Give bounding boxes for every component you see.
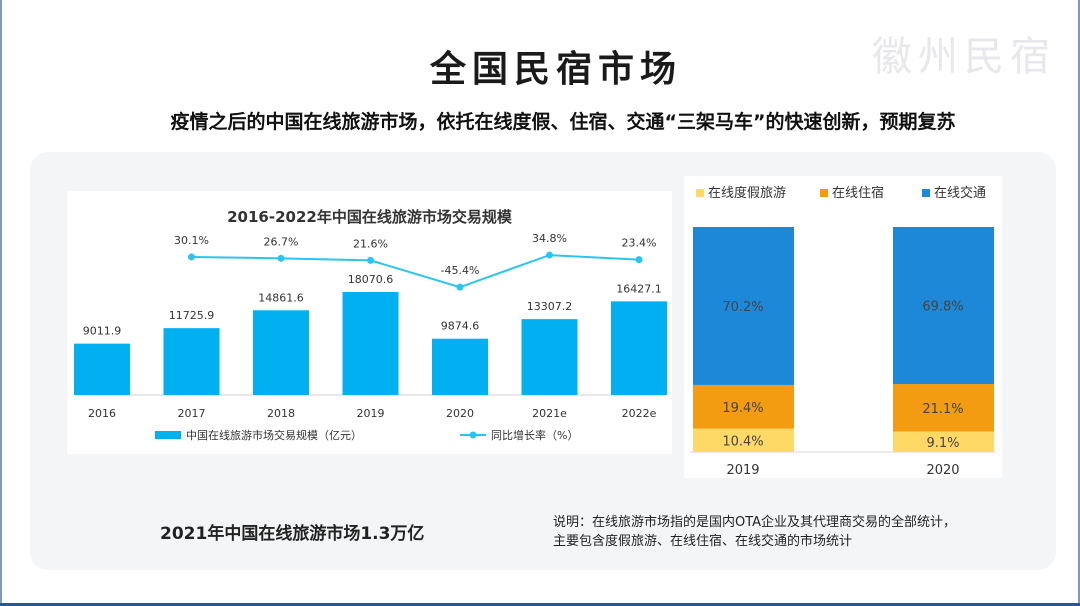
segment-share-chart: 在线度假旅游 在线住宿 在线交通 10.4% 19.4% 70.2% 2019 9.1% 21.… (690, 185, 996, 478)
conclusion-text: 2021年中国在线旅游市场1.3万亿 (160, 524, 425, 544)
growth-rate-line (191, 254, 640, 289)
watermark-text: 徽州民宿 (872, 34, 1056, 80)
bar-2019 (342, 291, 399, 395)
growth-label-2021e: 34.8% (532, 232, 567, 245)
legend-label-1: 在线住宿 (832, 185, 884, 201)
segment-label-2019-0: 10.4% (722, 434, 763, 449)
page-subtitle: 疫情之后的中国在线旅游市场，依托在线度假、住宿、交通“三架马车”的快速创新，预期… (170, 111, 956, 133)
bar-label-2019: 18070.6 (348, 273, 394, 286)
segment-label-2020-1: 21.1% (922, 402, 963, 417)
x-tick-label-2019: 2019 (726, 463, 759, 478)
segment-2019-2 (693, 227, 794, 385)
market-scale-chart-title: 2016-2022年中国在线旅游市场交易规模 (227, 208, 512, 226)
growth-label-2019: 21.6% (353, 237, 388, 250)
bar-label-2021e: 13307.2 (527, 300, 573, 313)
slide-border-left (0, 0, 2, 606)
growth-label-2017: 30.1% (174, 234, 209, 247)
growth-label-2018: 26.7% (264, 235, 299, 248)
bar-2016 (74, 343, 130, 395)
market-scale-chart-card: 2016-2022年中国在线旅游市场交易规模 9011.9 2016 11725.9… (67, 191, 672, 454)
x-tick-label-2018: 2018 (267, 407, 295, 420)
legend-label-0: 在线度假旅游 (708, 185, 786, 201)
legend-bar-swatch (155, 431, 181, 439)
bar-2018 (253, 310, 309, 395)
x-tick-label-2022e: 2022e (622, 407, 657, 420)
growth-label-2022e: 23.4% (622, 237, 657, 250)
slide-border-right (1078, 0, 1080, 606)
segment-share-chart-card: 在线度假旅游 在线住宿 在线交通 10.4% 19.4% 70.2% 2019 9.1% 21.… (684, 176, 1002, 478)
segment-label-2020-0: 9.1% (926, 436, 959, 451)
segment-2020-2 (893, 227, 994, 385)
growth-point-2020 (456, 283, 464, 291)
x-tick-label-2017: 2017 (178, 407, 206, 420)
bar-2021e (521, 319, 578, 395)
bar-label-2016: 9011.9 (83, 325, 122, 338)
x-tick-label-2019: 2019 (357, 407, 385, 420)
bar-2022e (611, 301, 667, 395)
bar-2017 (163, 328, 220, 395)
growth-point-2021e (546, 251, 553, 259)
note-line-1: 说明：在线旅游市场指的是国内OTA企业及其代理商交易的全部统计， (553, 515, 957, 530)
legend-label-2: 在线交通 (934, 185, 986, 201)
bar-2020 (432, 338, 488, 395)
growth-point-2017 (188, 253, 195, 261)
growth-point-2022e (635, 256, 643, 264)
growth-label-2020: -45.4% (441, 264, 480, 277)
legend-line-marker (469, 431, 477, 439)
note-line-2: 主要包含度假旅游、在线住宿、在线交通的市场统计 (553, 534, 853, 549)
note-text: 说明：在线旅游市场指的是国内OTA企业及其代理商交易的全部统计， 主要包含度假旅… (553, 513, 1043, 551)
bar-label-2020: 9874.6 (441, 320, 480, 333)
bar-label-2018: 14861.6 (258, 291, 304, 304)
legend-line-label: 同比增长率（%） (491, 428, 578, 442)
market-scale-chart: 9011.9 2016 11725.9 2017 14861.6 2018 18070.6 2… (74, 232, 667, 442)
page-title: 全国民宿市场 (429, 49, 682, 90)
segment-label-2019-1: 19.4% (722, 401, 763, 416)
segment-label-2020-2: 69.8% (922, 300, 963, 315)
growth-point-2018 (277, 254, 285, 262)
segment-2020-0 (893, 431, 994, 452)
x-tick-label-2020: 2020 (926, 463, 959, 478)
x-tick-label-2021e: 2021e (532, 407, 567, 420)
legend-swatch-1 (820, 189, 828, 197)
segment-2019-0 (693, 428, 794, 452)
segment-label-2019-2: 70.2% (722, 300, 763, 315)
legend-swatch-2 (922, 189, 930, 197)
legend-bar-label: 中国在线旅游市场交易规模（亿元） (186, 428, 362, 442)
legend-swatch-0 (696, 189, 704, 197)
bar-label-2022e: 16427.1 (616, 282, 662, 295)
x-tick-label-2016: 2016 (88, 407, 116, 420)
segment-2019-1 (693, 384, 794, 429)
bar-label-2017: 11725.9 (169, 309, 215, 322)
segment-2020-1 (893, 384, 994, 432)
growth-point-2019 (367, 256, 374, 264)
slide-border-bottom (0, 603, 1080, 606)
x-tick-label-2020: 2020 (446, 407, 474, 420)
